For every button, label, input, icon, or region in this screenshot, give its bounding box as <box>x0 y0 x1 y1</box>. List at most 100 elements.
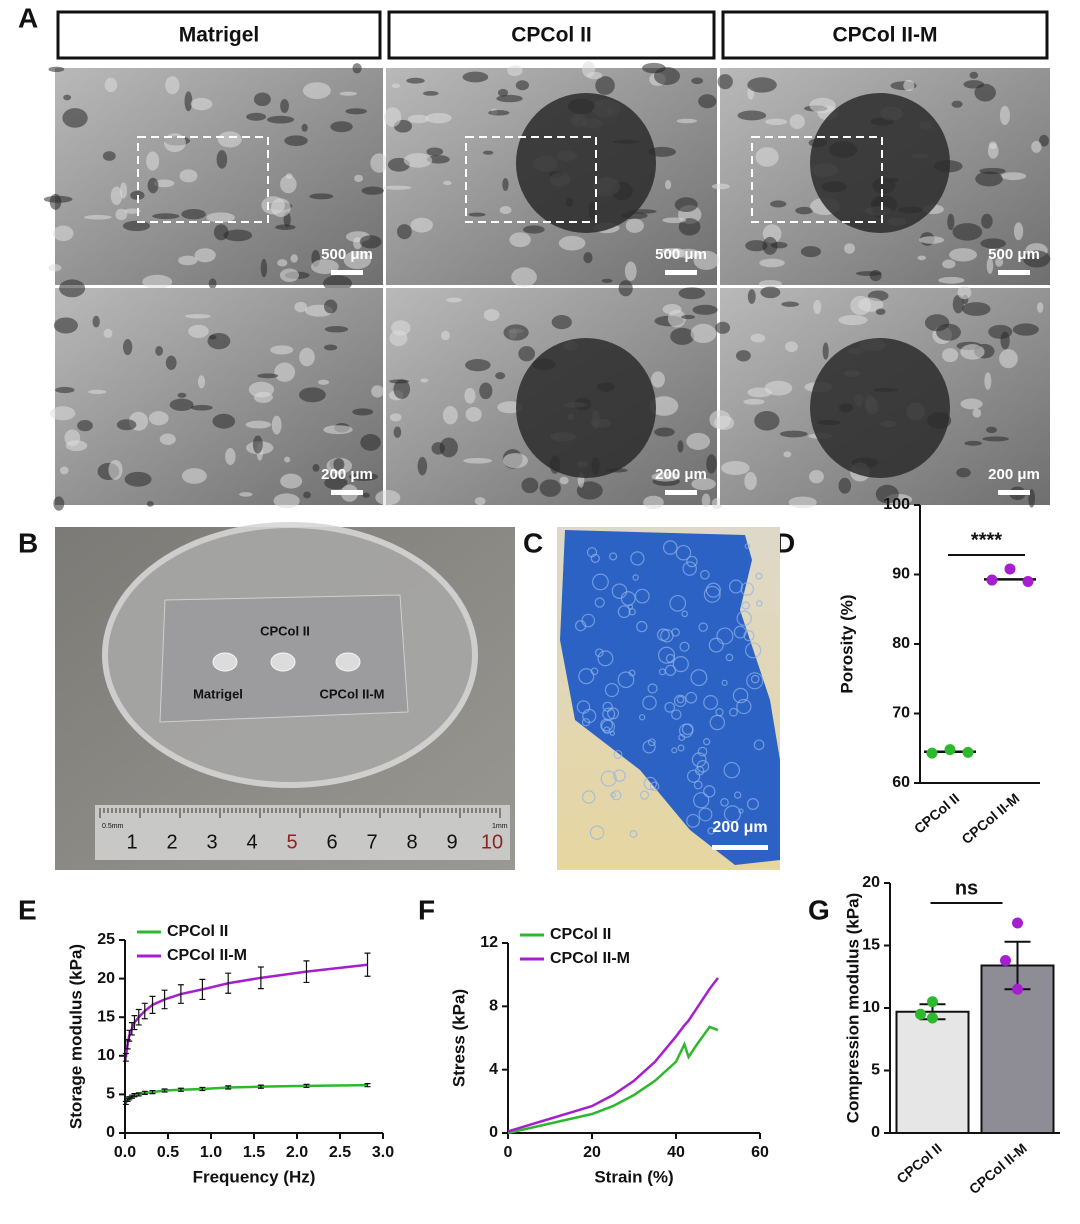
sem-texture <box>1036 302 1044 313</box>
sem-texture <box>92 315 100 328</box>
sem-texture <box>359 235 382 249</box>
cell <box>639 714 646 721</box>
cell <box>589 825 605 840</box>
cell <box>716 627 734 645</box>
sem-texture <box>507 65 523 77</box>
cell <box>703 785 716 798</box>
sem-texture <box>747 289 756 304</box>
sem-texture <box>521 477 539 494</box>
cell <box>686 769 701 783</box>
error-bar <box>225 1085 232 1090</box>
cell <box>669 594 687 612</box>
scale-label: 500 μm <box>655 246 707 263</box>
sem-texture <box>502 453 528 469</box>
error-bar <box>199 1086 206 1092</box>
sem-texture <box>184 91 193 112</box>
sem-texture <box>370 153 388 173</box>
sem-texture <box>678 287 706 300</box>
cell <box>686 813 700 828</box>
header: Matrigel <box>179 24 260 47</box>
sem-texture <box>442 406 458 425</box>
sem-texture <box>181 209 206 220</box>
x-tick-label: 40 <box>667 1144 685 1161</box>
cell <box>673 694 687 708</box>
legend-label: CPCol II <box>550 926 611 943</box>
cell <box>634 588 650 604</box>
sem-texture <box>822 342 829 360</box>
cell <box>703 585 721 603</box>
cell <box>738 808 744 814</box>
sem-texture <box>714 415 735 431</box>
x-tick-label: 2.0 <box>286 1144 308 1161</box>
sem-texture <box>974 83 996 102</box>
sem-texture <box>266 115 295 124</box>
sem-texture <box>312 464 320 472</box>
sem-texture <box>515 80 530 91</box>
cell <box>746 798 759 810</box>
x-tick-label: 0.5 <box>157 1144 179 1161</box>
sem-texture <box>800 246 822 258</box>
sem-texture <box>361 186 384 195</box>
sample-label: CPCol II <box>260 623 310 638</box>
y-tick-label: 25 <box>97 931 115 948</box>
sem-texture <box>425 112 452 124</box>
sem-texture <box>403 153 433 168</box>
sem-texture <box>497 88 509 97</box>
sem-texture <box>177 392 187 398</box>
sem-texture <box>280 175 297 194</box>
sem-texture <box>426 147 444 156</box>
sem-texture <box>465 406 482 422</box>
cell <box>620 591 636 606</box>
scale-bar <box>665 490 697 495</box>
sem-texture <box>302 82 331 99</box>
sem-texture <box>762 236 778 255</box>
sem-texture <box>483 309 500 322</box>
cell <box>597 650 614 667</box>
ruler <box>95 805 510 860</box>
point <box>926 747 938 759</box>
sem-texture <box>995 257 1004 267</box>
point <box>1004 563 1016 575</box>
sem-texture <box>212 413 236 429</box>
header-box <box>56 10 382 60</box>
sem-texture <box>216 150 228 169</box>
point <box>1022 575 1034 587</box>
line <box>507 977 719 1133</box>
sem-texture <box>651 472 680 482</box>
sem-texture <box>464 387 476 404</box>
legend-label: CPCol II <box>167 923 228 940</box>
cell <box>736 698 752 715</box>
point <box>915 1008 926 1020</box>
y-tick-label: 0 <box>871 1124 880 1141</box>
sem-texture <box>942 259 956 269</box>
cell <box>647 738 656 747</box>
point <box>1012 917 1023 929</box>
sem-texture <box>257 373 279 379</box>
sem-texture <box>148 411 169 426</box>
sample <box>335 652 361 672</box>
sem-texture <box>206 212 235 223</box>
y-tick-label: 15 <box>97 1008 115 1025</box>
sem-texture <box>502 178 509 191</box>
sem-texture <box>223 229 253 242</box>
sem-texture <box>676 118 698 124</box>
sem-texture <box>844 243 856 254</box>
sem-texture <box>754 411 780 431</box>
sem-texture <box>207 332 231 350</box>
sem-texture <box>393 426 402 438</box>
sem-texture <box>245 420 272 429</box>
point <box>944 744 956 756</box>
ruler-number: 1 <box>126 831 137 853</box>
sem-texture <box>961 302 991 316</box>
cell <box>662 540 678 555</box>
sem-texture <box>583 252 593 264</box>
sem-texture <box>982 436 1009 442</box>
line <box>124 1083 368 1104</box>
y-axis-label: Porosity (%) <box>837 594 856 693</box>
sem-texture <box>964 440 982 446</box>
sem-texture <box>1031 140 1042 153</box>
point <box>1000 955 1011 966</box>
sem-texture <box>406 77 425 84</box>
sem-texture <box>499 206 512 214</box>
x-tick-label: CPCol II <box>893 1140 944 1187</box>
